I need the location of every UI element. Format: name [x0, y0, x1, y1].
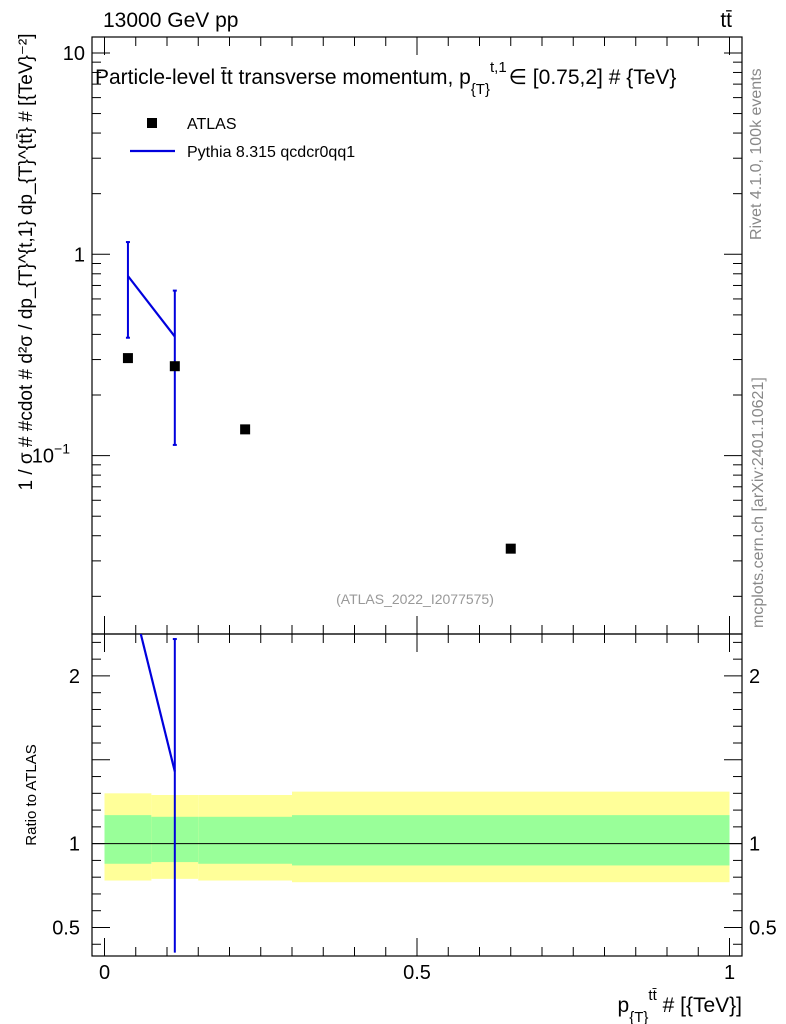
data-point: [240, 424, 251, 435]
data-series: [122, 353, 516, 554]
analysis-watermark: (ATLAS_2022_I2077575): [336, 591, 494, 607]
ratio-tick-label-left: 2: [69, 666, 80, 688]
band-inner: [198, 816, 292, 864]
ratio-tick-label-right: 2: [749, 666, 760, 688]
energy-label: 13000 GeV pp: [103, 9, 238, 32]
rivet-version-label: Rivet 4.1.0, 100k events: [748, 68, 765, 240]
ratio-bands: [104, 791, 730, 883]
mc-ratio-line: [139, 634, 176, 772]
y-axis-label: 1 / σ # #cdot # d²σ / dp_{T}^{t,1} dp_{T…: [16, 34, 37, 491]
data-point: [505, 543, 516, 554]
y-tick-label: 10: [63, 43, 85, 65]
tick-marks: [92, 37, 742, 956]
ratio-tick-label-right: 0.5: [749, 917, 777, 939]
legend-atlas-label: ATLAS: [187, 116, 237, 133]
mc-ratio-series: [139, 634, 177, 953]
x-tick-label: 0.5: [403, 962, 431, 984]
ratio-y-axis-label: Ratio to ATLAS: [23, 744, 40, 845]
band-inner: [104, 815, 152, 864]
band-inner: [292, 815, 730, 866]
ratio-tick-label-left: 0.5: [52, 917, 80, 939]
ratio-tick-label-left: 1: [69, 834, 80, 856]
mc-line: [127, 275, 176, 338]
process-label: tt̄: [720, 9, 732, 32]
data-point: [122, 353, 133, 364]
x-axis-label: p{T}tt̄ # [{TeV}]: [618, 987, 742, 1024]
legend-atlas-marker: [147, 118, 157, 128]
y-tick-label: 1: [74, 244, 85, 266]
ratio-tick-label-right: 1: [749, 834, 760, 856]
chart-title: Particle-level t̄t transverse momentum, …: [95, 59, 676, 98]
tick-labels: 10 1 10−1 0 0.5 1 2 2 1 1 0.5 0.5: [32, 43, 777, 984]
mcplots-site-label: mcplots.cern.ch [arXiv:2401.10621]: [750, 377, 767, 628]
data-point: [169, 361, 180, 372]
legend-mc-label: Pythia 8.315 qcdcr0qq1: [187, 144, 355, 161]
y-tick-label: 10−1: [32, 441, 70, 468]
x-tick-label: 0: [99, 962, 110, 984]
x-tick-label: 1: [724, 962, 735, 984]
mc-series: [125, 241, 177, 446]
